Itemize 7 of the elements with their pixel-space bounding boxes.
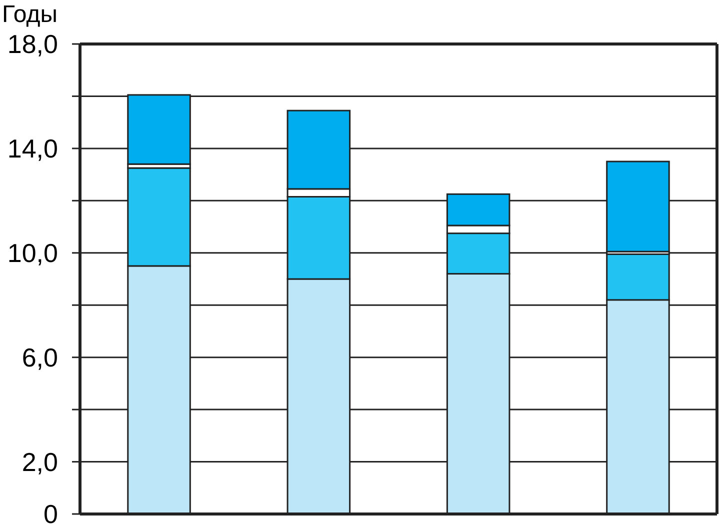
y-tick-label: 18,0 bbox=[7, 29, 58, 60]
y-tick-label: 14,0 bbox=[7, 134, 58, 164]
y-tick-label: 2,0 bbox=[22, 446, 58, 477]
y-tick-label: 10,0 bbox=[7, 238, 58, 268]
y-tick-label: 0 bbox=[44, 499, 58, 527]
y-tick-label: 6,0 bbox=[22, 342, 58, 372]
y-axis-title: Годы bbox=[2, 1, 58, 28]
